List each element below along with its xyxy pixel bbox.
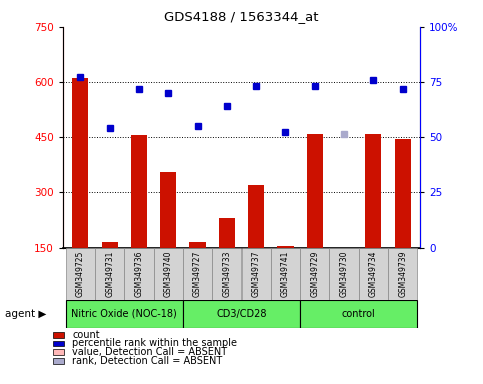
Text: GSM349733: GSM349733: [222, 250, 231, 297]
Text: percentile rank within the sample: percentile rank within the sample: [72, 338, 237, 348]
Text: GSM349737: GSM349737: [252, 250, 261, 297]
Text: GSM349734: GSM349734: [369, 250, 378, 297]
Bar: [160, 172, 176, 248]
Text: control: control: [342, 309, 376, 319]
Bar: [365, 134, 382, 248]
Bar: [388, 248, 417, 300]
Bar: [359, 248, 388, 300]
Text: agent ▶: agent ▶: [5, 309, 46, 319]
Bar: [336, 248, 352, 262]
Bar: [53, 341, 64, 346]
Bar: [395, 139, 411, 248]
Text: GSM349739: GSM349739: [398, 250, 407, 297]
Bar: [154, 248, 183, 300]
Text: GSM349729: GSM349729: [310, 250, 319, 297]
Bar: [95, 248, 124, 300]
Bar: [66, 300, 183, 328]
Bar: [53, 349, 64, 355]
Text: Nitric Oxide (NOC-18): Nitric Oxide (NOC-18): [71, 309, 177, 319]
Text: count: count: [72, 330, 100, 340]
Text: rank, Detection Call = ABSENT: rank, Detection Call = ABSENT: [72, 356, 223, 366]
Text: GSM349741: GSM349741: [281, 250, 290, 297]
Bar: [307, 134, 323, 248]
Bar: [189, 242, 206, 248]
Bar: [329, 248, 359, 300]
Bar: [131, 136, 147, 248]
Bar: [271, 248, 300, 300]
Text: CD3/CD28: CD3/CD28: [216, 309, 267, 319]
Bar: [53, 332, 64, 338]
Bar: [66, 248, 95, 300]
Bar: [277, 246, 294, 248]
Text: GSM349731: GSM349731: [105, 250, 114, 297]
Bar: [124, 248, 154, 300]
Bar: [72, 78, 88, 248]
Bar: [300, 248, 329, 300]
Bar: [219, 218, 235, 248]
Text: GSM349727: GSM349727: [193, 250, 202, 297]
Bar: [248, 185, 264, 248]
Bar: [101, 242, 118, 248]
Bar: [183, 248, 212, 300]
Text: GSM349730: GSM349730: [340, 250, 349, 297]
Bar: [183, 300, 300, 328]
Text: GDS4188 / 1563344_at: GDS4188 / 1563344_at: [164, 10, 319, 23]
Text: GSM349725: GSM349725: [76, 250, 85, 297]
Bar: [242, 248, 271, 300]
Text: GSM349736: GSM349736: [134, 250, 143, 297]
Bar: [53, 358, 64, 364]
Bar: [300, 300, 417, 328]
Text: GSM349740: GSM349740: [164, 250, 173, 297]
Text: value, Detection Call = ABSENT: value, Detection Call = ABSENT: [72, 347, 227, 357]
Bar: [212, 248, 242, 300]
